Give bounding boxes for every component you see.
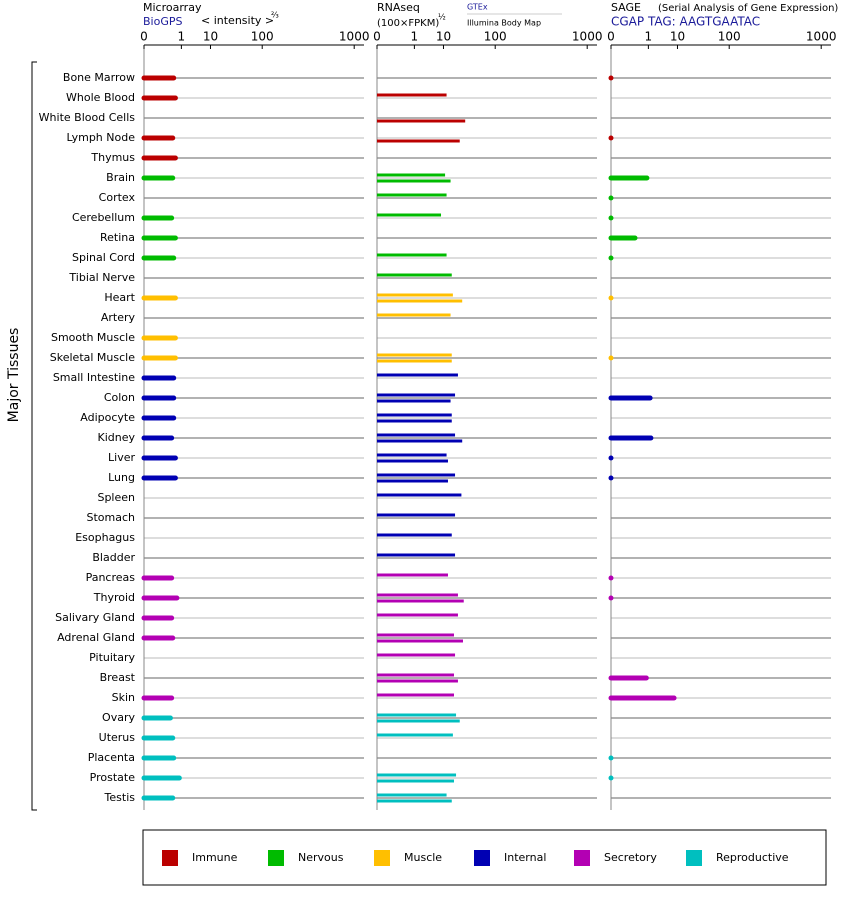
category-label: Thyroid bbox=[93, 591, 135, 604]
category-label: Liver bbox=[108, 451, 135, 464]
category-label: White Blood Cells bbox=[39, 111, 136, 124]
category-label: Stomach bbox=[86, 511, 135, 524]
category-label: Salivary Gland bbox=[55, 611, 135, 624]
x-tick-label: 0 bbox=[140, 30, 148, 44]
category-label: Pancreas bbox=[86, 571, 136, 584]
category-label: Lung bbox=[108, 471, 135, 484]
x-tick-label: 10 bbox=[203, 30, 218, 44]
x-tick-label: 10 bbox=[670, 30, 685, 44]
category-label: Prostate bbox=[90, 771, 136, 784]
scale-exponent: ⅔ bbox=[271, 11, 279, 20]
x-tick-label: 1 bbox=[645, 30, 653, 44]
y-axis-label: Major Tissues bbox=[6, 328, 22, 423]
category-label: Pituitary bbox=[89, 651, 135, 664]
category-label: Esophagus bbox=[75, 531, 135, 544]
category-label: Spinal Cord bbox=[72, 251, 135, 264]
legend-swatch bbox=[268, 850, 284, 866]
panel-note: (Serial Analysis of Gene Expression) bbox=[658, 3, 838, 14]
series-label: Illumina Body Map bbox=[467, 19, 541, 28]
category-label: Whole Blood bbox=[66, 91, 135, 104]
scale-exponent: ½ bbox=[438, 13, 446, 22]
category-label: Bone Marrow bbox=[63, 71, 135, 84]
legend-swatch bbox=[474, 850, 490, 866]
x-tick-label: 100 bbox=[484, 30, 507, 44]
category-label: Skeletal Muscle bbox=[50, 351, 135, 364]
x-tick-label: 10 bbox=[436, 30, 451, 44]
category-label: Lymph Node bbox=[66, 131, 135, 144]
legend-label: Reproductive bbox=[716, 851, 789, 864]
category-label: Breast bbox=[100, 671, 136, 684]
panel-subtitle: CGAP TAG: AAGTGAATAC bbox=[611, 15, 760, 29]
category-label: Cerebellum bbox=[72, 211, 135, 224]
legend-label: Immune bbox=[192, 851, 238, 864]
category-label: Heart bbox=[104, 291, 135, 304]
category-label: Brain bbox=[106, 171, 135, 184]
category-label: Ovary bbox=[102, 711, 135, 724]
bracket bbox=[31, 61, 37, 811]
x-tick-label: 0 bbox=[373, 30, 381, 44]
category-label: Smooth Muscle bbox=[51, 331, 135, 344]
category-label: Retina bbox=[100, 231, 135, 244]
category-label: Spleen bbox=[97, 491, 135, 504]
legend-label: Internal bbox=[504, 851, 546, 864]
legend-label: Muscle bbox=[404, 851, 442, 864]
panel-title: RNAseq bbox=[377, 1, 420, 14]
scale-label: < intensity > bbox=[201, 14, 274, 27]
category-label: Adipocyte bbox=[80, 411, 135, 424]
x-tick-label: 1000 bbox=[572, 30, 603, 44]
category-label: Cortex bbox=[99, 191, 136, 204]
category-label: Artery bbox=[101, 311, 136, 324]
category-label: Colon bbox=[104, 391, 135, 404]
x-tick-label: 0 bbox=[607, 30, 615, 44]
x-tick-label: 1000 bbox=[806, 30, 837, 44]
x-tick-label: 1 bbox=[178, 30, 186, 44]
category-label: Skin bbox=[112, 691, 135, 704]
x-tick-label: 1000 bbox=[339, 30, 370, 44]
legend bbox=[142, 829, 827, 886]
legend-swatch bbox=[162, 850, 178, 866]
legend-swatch bbox=[686, 850, 702, 866]
x-tick-label: 1 bbox=[411, 30, 419, 44]
category-label: Testis bbox=[104, 791, 136, 804]
category-label: Bladder bbox=[92, 551, 135, 564]
x-tick-label: 100 bbox=[251, 30, 274, 44]
legend-swatch bbox=[374, 850, 390, 866]
category-label: Thymus bbox=[90, 151, 135, 164]
panel-title: SAGE bbox=[611, 1, 641, 14]
category-label: Small Intestine bbox=[53, 371, 135, 384]
legend-label: Nervous bbox=[298, 851, 344, 864]
category-label: Adrenal Gland bbox=[57, 631, 135, 644]
category-label: Kidney bbox=[97, 431, 135, 444]
legend-label: Secretory bbox=[604, 851, 657, 864]
panel-title: Microarray bbox=[143, 1, 202, 14]
panel-subtitle: BioGPS bbox=[143, 15, 182, 28]
legend-swatch bbox=[574, 850, 590, 866]
category-label: Uterus bbox=[99, 731, 136, 744]
scale-label: (100×FPKM) bbox=[377, 18, 439, 29]
x-tick-label: 100 bbox=[718, 30, 741, 44]
series-label: GTEx bbox=[467, 3, 488, 12]
category-label: Tibial Nerve bbox=[68, 271, 135, 284]
category-label: Placenta bbox=[88, 751, 135, 764]
